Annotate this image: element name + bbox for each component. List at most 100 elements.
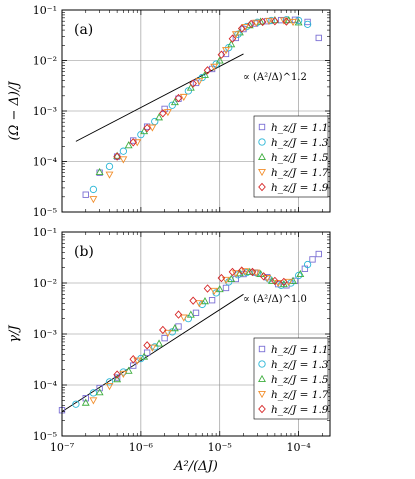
data-point xyxy=(228,34,237,43)
data-point xyxy=(303,20,312,28)
data-point xyxy=(89,196,98,204)
data-point xyxy=(119,147,128,155)
data-point xyxy=(201,297,209,305)
data-point xyxy=(105,378,114,386)
fit-line xyxy=(61,293,244,413)
data-point xyxy=(237,266,246,275)
data-point xyxy=(289,18,298,27)
data-point xyxy=(267,16,275,25)
data-point xyxy=(82,395,89,402)
data-point xyxy=(163,109,172,117)
data-point xyxy=(222,276,230,285)
data-point xyxy=(217,273,226,283)
data-point xyxy=(245,267,254,275)
data-point xyxy=(95,167,104,175)
x-tick-label: 10⁻⁷ xyxy=(50,441,75,454)
data-point xyxy=(248,267,257,277)
legend-marker xyxy=(258,404,266,414)
data-point xyxy=(228,267,237,277)
data-point xyxy=(264,17,273,25)
data-point xyxy=(82,191,89,198)
data-point xyxy=(124,366,133,374)
legend-entry: h_z/J = 1.5 xyxy=(271,152,329,164)
data-point xyxy=(89,185,98,194)
data-point xyxy=(130,137,137,144)
y-tick-label: 10⁻³ xyxy=(33,105,57,118)
data-point xyxy=(159,325,167,335)
y-tick-label: 10⁻⁴ xyxy=(33,156,58,169)
data-point xyxy=(143,349,151,356)
data-point xyxy=(72,400,80,408)
data-point xyxy=(263,275,272,283)
data-point xyxy=(140,352,149,360)
data-point xyxy=(96,384,103,392)
data-point xyxy=(296,269,305,278)
data-point xyxy=(163,329,172,338)
data-point xyxy=(113,374,121,381)
panel-a: 10⁻⁵ 10⁻⁴ 10⁻³ 10⁻² 10⁻¹ (a) (Ω − Δ)/J ∝ (A²… xyxy=(7,4,331,219)
data-point xyxy=(151,343,159,351)
data-point xyxy=(227,274,236,282)
data-point xyxy=(210,287,219,296)
data-point xyxy=(294,271,303,280)
data-point xyxy=(222,47,230,55)
data-point xyxy=(89,397,98,405)
data-point xyxy=(247,19,255,29)
legend-entry: h_z/J = 1.3 xyxy=(271,137,329,149)
data-point xyxy=(129,138,138,147)
data-point xyxy=(105,383,114,391)
legend-entry: h_z/J = 1.1 xyxy=(271,344,328,356)
data-point xyxy=(155,113,164,121)
data-point xyxy=(129,355,138,364)
legend-marker xyxy=(258,182,266,192)
data-point xyxy=(232,34,240,42)
data-point xyxy=(96,169,103,176)
data-point xyxy=(234,30,242,38)
data-point xyxy=(227,40,236,48)
data-point xyxy=(179,314,188,322)
legend-entry: h_z/J = 1.3 xyxy=(271,359,329,371)
data-point xyxy=(161,334,168,342)
data-point xyxy=(155,339,164,347)
legend-entry: h_z/J = 1.9 xyxy=(271,404,329,416)
data-point xyxy=(113,370,121,379)
data-point xyxy=(174,310,183,319)
data-point xyxy=(268,276,276,284)
data-point xyxy=(148,124,157,132)
x-tick-label: 10⁻⁵ xyxy=(208,441,232,454)
data-point xyxy=(124,141,133,149)
data-point xyxy=(95,388,104,396)
data-point xyxy=(280,277,288,287)
points-a xyxy=(82,16,322,204)
legend-entry: h_z/J = 1.1 xyxy=(271,122,328,134)
data-point xyxy=(159,109,167,118)
data-point xyxy=(195,78,204,86)
y-axis-label-b: γ/J xyxy=(7,325,22,343)
y-tick-label: 10⁻³ xyxy=(33,328,57,341)
x-tick-label: 10⁻⁶ xyxy=(129,441,154,454)
y-tick-label: 10⁻⁴ xyxy=(33,379,58,392)
data-point xyxy=(201,70,209,78)
data-point xyxy=(174,93,183,103)
y-tick-label: 10⁻⁵ xyxy=(33,430,57,443)
data-point xyxy=(137,131,145,139)
fit-annotation-b: ∝ (A²/Δ)^1.0 xyxy=(243,294,307,305)
data-point xyxy=(203,284,212,293)
data-point xyxy=(271,17,279,26)
data-point xyxy=(277,16,285,24)
data-point xyxy=(113,375,122,383)
data-point xyxy=(315,34,322,42)
data-point xyxy=(170,324,179,332)
points-b xyxy=(58,250,322,414)
legend-marker xyxy=(258,138,266,146)
data-point xyxy=(189,296,197,305)
data-point xyxy=(143,341,151,350)
fit-line-b xyxy=(61,293,244,413)
data-point xyxy=(222,284,230,292)
legend-marker xyxy=(258,360,266,368)
fit-annotation-a: ∝ (A²/Δ)^1.2 xyxy=(243,72,307,83)
legend-marker xyxy=(258,168,266,177)
data-point xyxy=(237,24,246,33)
data-point xyxy=(179,93,188,102)
